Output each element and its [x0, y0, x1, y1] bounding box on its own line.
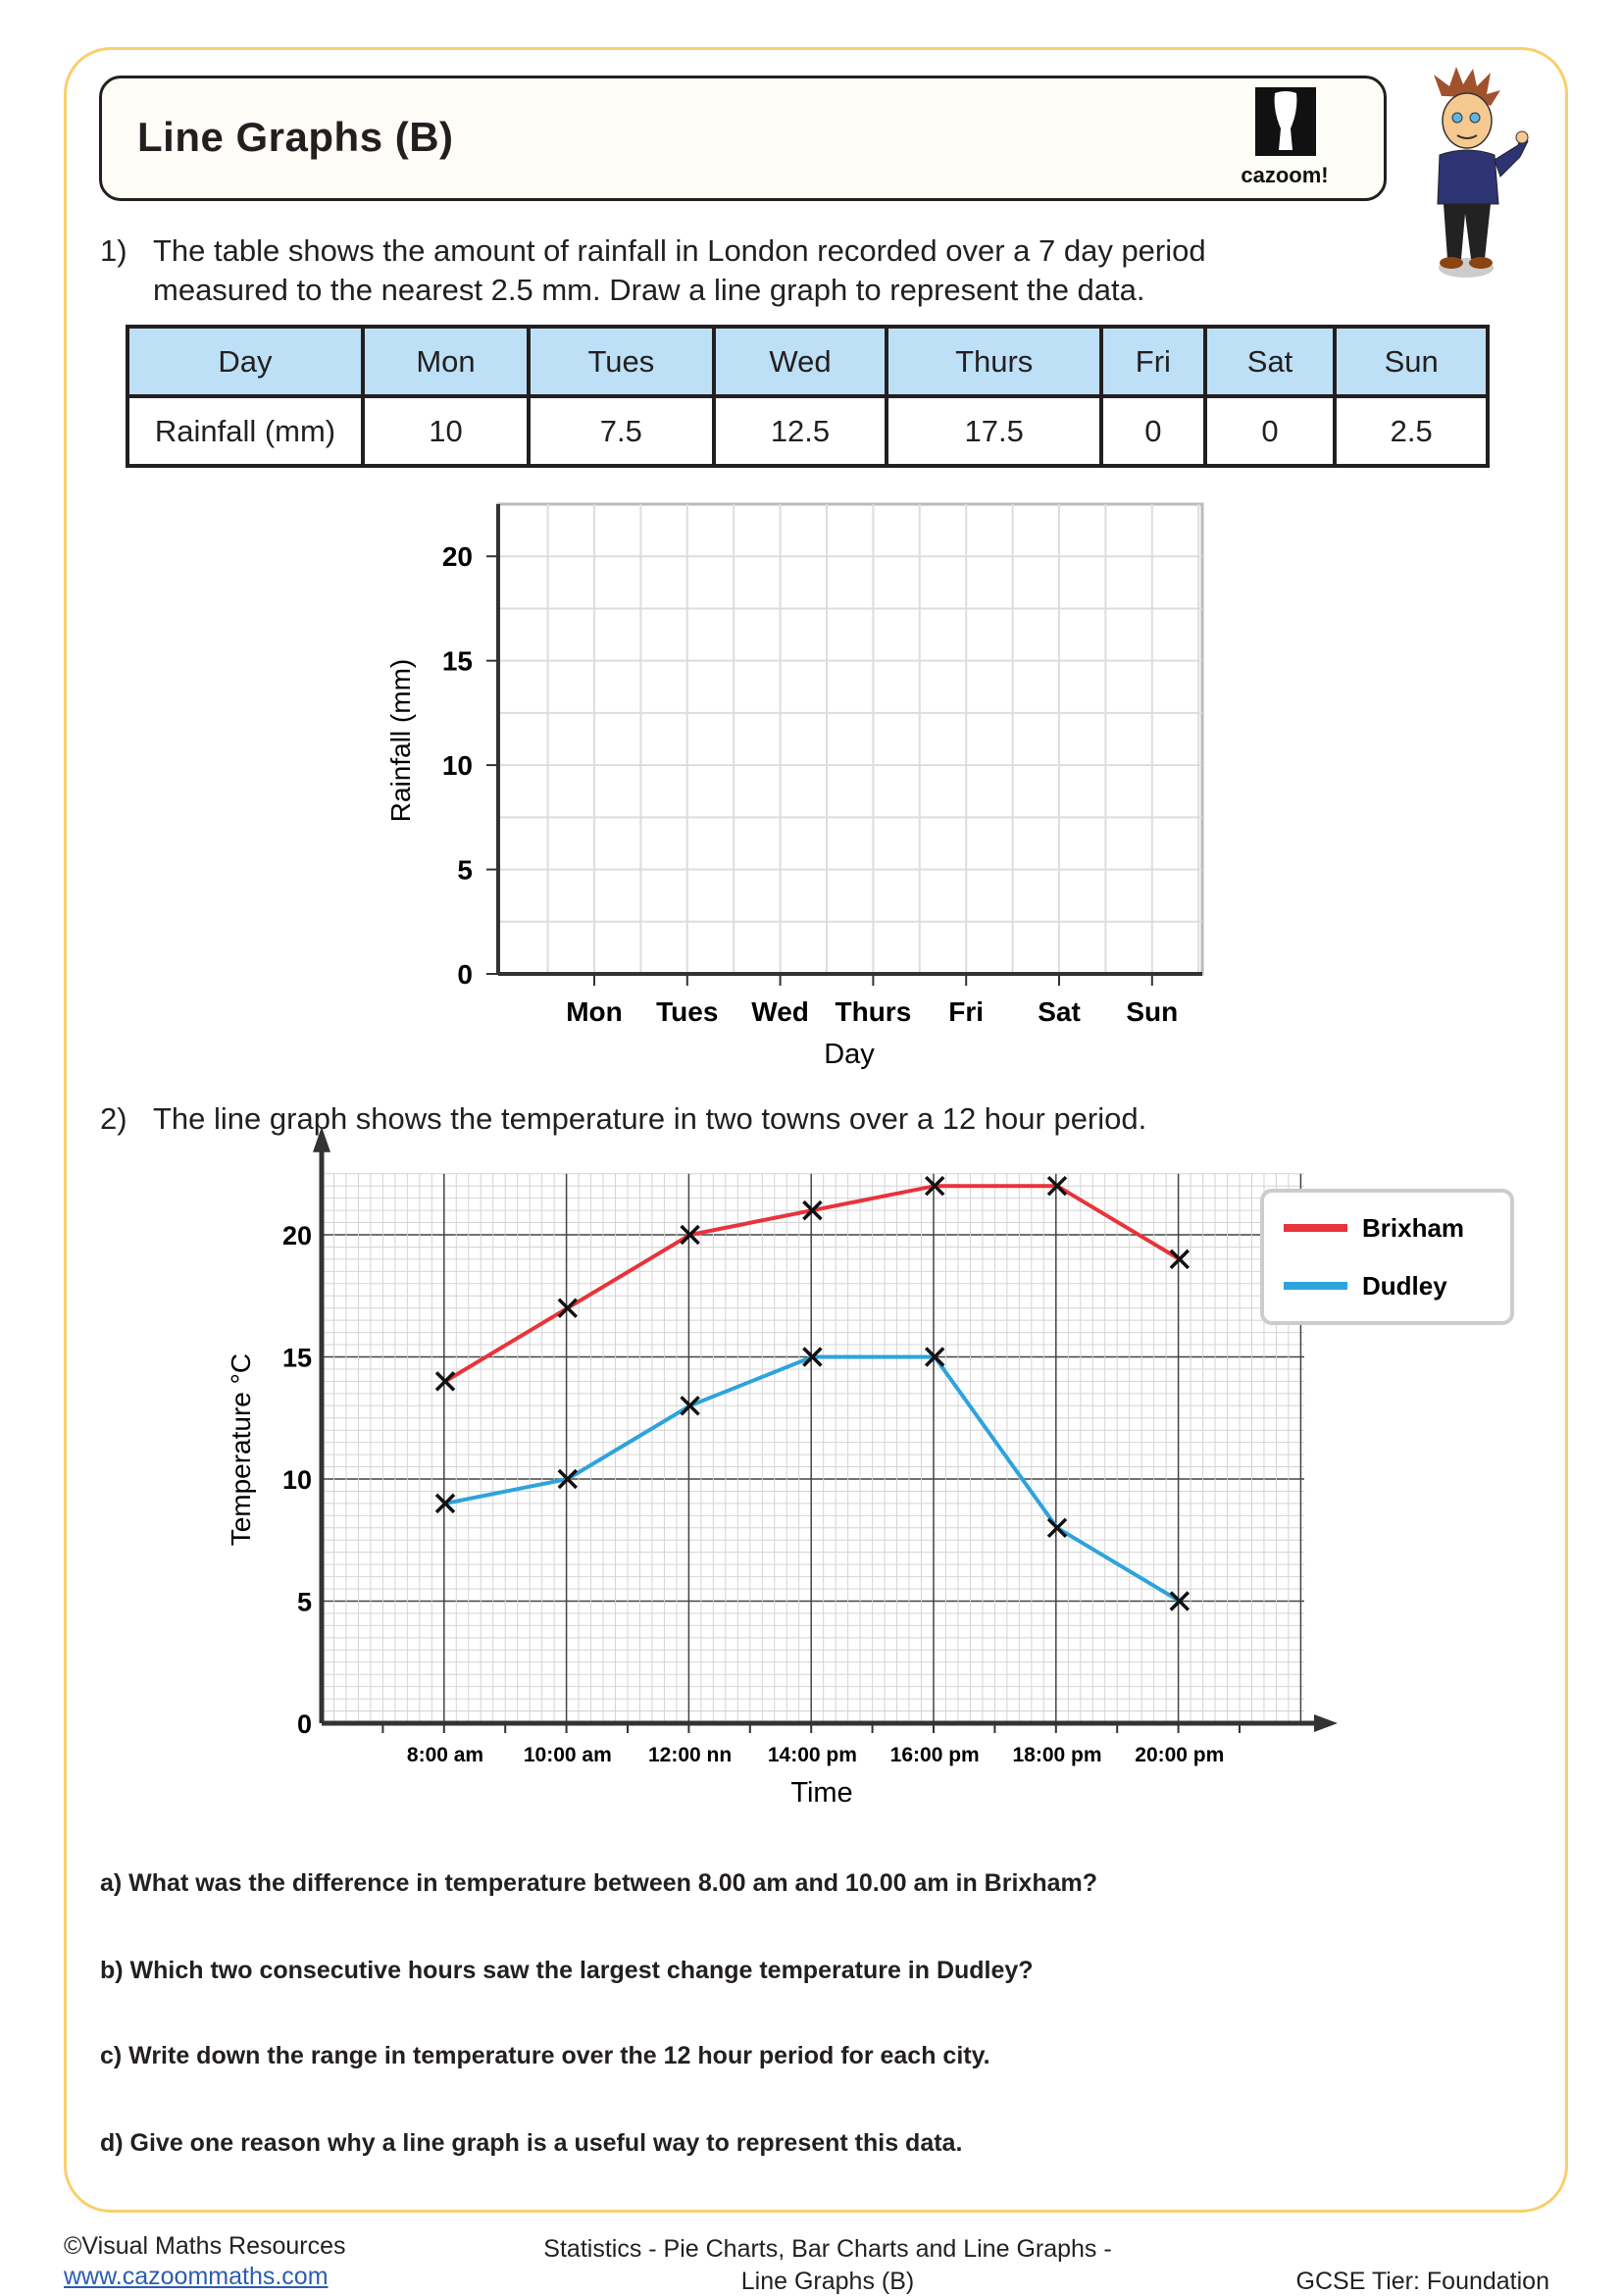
x-tick-label: 14:00 pm [768, 1744, 857, 1766]
cazoom-logo: cazoom! [1241, 87, 1329, 187]
table-cell: 2.5 [1333, 394, 1490, 468]
x-tick-label: 18:00 pm [1012, 1744, 1101, 1766]
table-cell: 0 [1099, 394, 1207, 468]
question-1-text-line2: measured to the nearest 2.5 mm. Draw a l… [153, 273, 1145, 307]
y-tick-label: 20 [442, 541, 473, 572]
x-tick-label: 16:00 pm [890, 1744, 980, 1766]
x-tick-label: 10:00 am [524, 1744, 612, 1766]
rainfall-table: Day Mon Tues Wed Thurs Fri Sat Sun Rainf… [126, 325, 1490, 468]
x-tick-label: Wed [751, 996, 809, 1027]
x-tick-label: Mon [566, 996, 623, 1027]
data-point-brixham [1046, 1175, 1068, 1197]
x-tick-label: Sat [1038, 996, 1081, 1027]
y-tick-label: 15 [442, 646, 473, 677]
y-tick-label: 0 [297, 1709, 312, 1739]
y-tick-label: 5 [457, 855, 473, 886]
temperature-line-graph: 0 5 10 15 20 8:00 am 10:00 am 12:00 nn 14:00 pm 1… [226, 1128, 1514, 1809]
question-2c: c) Write down the range in temperature o… [100, 2042, 990, 2069]
page-title: Line Graphs (B) [137, 114, 454, 160]
question-2-number: 2) [100, 1101, 127, 1136]
data-point-dudley [924, 1347, 945, 1367]
x-tick-label: Tues [656, 996, 718, 1027]
x-tick-label: 8:00 am [407, 1744, 483, 1766]
table-row: Rainfall (mm) 10 7.5 12.5 17.5 0 0 2.5 [126, 394, 1490, 468]
table-cell: 10 [360, 394, 532, 468]
mascot-illustration [1434, 67, 1529, 278]
data-point-brixham [802, 1199, 823, 1221]
data-point-dudley [1046, 1517, 1068, 1539]
y-tick-label: 10 [442, 750, 473, 781]
x-tick-label: Fri [948, 996, 984, 1027]
table-header-cell: Fri [1099, 325, 1207, 398]
y-tick-label: 5 [297, 1588, 312, 1617]
table-header-cell: Sun [1333, 325, 1490, 398]
page-frame [64, 47, 1568, 2213]
legend-label-brixham: Brixham [1362, 1213, 1464, 1243]
plot-area [496, 502, 1204, 976]
footer-copyright: ©Visual Maths Resources [64, 2232, 346, 2260]
question-2-text: The line graph shows the temperature in … [153, 1101, 1147, 1136]
table-header-cell: Tues [527, 325, 716, 398]
y-tick-label: 20 [282, 1221, 312, 1250]
data-point-brixham [924, 1175, 945, 1197]
question-2d: d) Give one reason why a line graph is a… [100, 2129, 963, 2157]
table-header-cell: Mon [360, 325, 532, 398]
footer-topic-line2: Line Graphs (B) [740, 2268, 915, 2295]
table-header-cell: Day [126, 325, 365, 398]
table-cell: 17.5 [885, 394, 1104, 468]
question-2b: b) Which two consecutive hours saw the l… [100, 1957, 1034, 1984]
x-tick-label: Thurs [836, 996, 912, 1027]
x-axis-title: Time [790, 1777, 852, 1809]
data-point-dudley [802, 1347, 823, 1367]
y-axis-title: Temperature °C [226, 1353, 256, 1546]
y-tick-label: 15 [282, 1344, 312, 1373]
y-axis-title: Rainfall (mm) [385, 659, 416, 822]
table-header-cell: Sat [1202, 325, 1338, 398]
svg-text:cazoom!: cazoom! [1241, 163, 1328, 187]
question-1-text-line1: The table shows the amount of rainfall i… [153, 233, 1206, 268]
data-point-dudley [434, 1493, 456, 1514]
data-point-dudley [557, 1468, 579, 1490]
data-point-brixham [680, 1224, 700, 1246]
x-axis-title: Day [824, 1039, 875, 1070]
data-point-dudley [1169, 1591, 1191, 1611]
y-axis-arrow-icon [313, 1128, 330, 1152]
x-tick-label: 20:00 pm [1135, 1744, 1224, 1766]
title-box: Line Graphs (B) [99, 76, 1387, 201]
footer-link[interactable]: www.cazoommaths.com [64, 2263, 329, 2290]
legend-label-dudley: Dudley [1362, 1271, 1447, 1301]
table-cell: 7.5 [527, 394, 716, 468]
data-point-brixham [1169, 1249, 1191, 1270]
question-1-number: 1) [100, 233, 127, 268]
x-tick-label: 12:00 nn [648, 1744, 732, 1766]
table-cell: 0 [1202, 394, 1338, 468]
table-header-cell: Thurs [885, 325, 1104, 398]
question-2a: a) What was the difference in temperatur… [100, 1869, 1097, 1897]
table-header-cell: Wed [711, 325, 889, 398]
table-cell: Rainfall (mm) [126, 394, 365, 468]
x-axis-arrow-icon [1314, 1714, 1338, 1732]
y-tick-label: 10 [282, 1465, 312, 1495]
table-header-row: Day Mon Tues Wed Thurs Fri Sat Sun [126, 325, 1490, 398]
y-tick-label: 0 [457, 959, 473, 990]
data-point-brixham [557, 1298, 579, 1318]
footer-tier: GCSE Tier: Foundation [1295, 2268, 1549, 2295]
data-point-brixham [434, 1371, 456, 1392]
table-cell: 12.5 [711, 394, 889, 468]
footer-topic-line1: Statistics - Pie Charts, Bar Charts and … [543, 2235, 1112, 2263]
data-point-dudley [680, 1396, 700, 1416]
legend [1260, 1189, 1514, 1325]
x-tick-label: Sun [1126, 996, 1178, 1027]
